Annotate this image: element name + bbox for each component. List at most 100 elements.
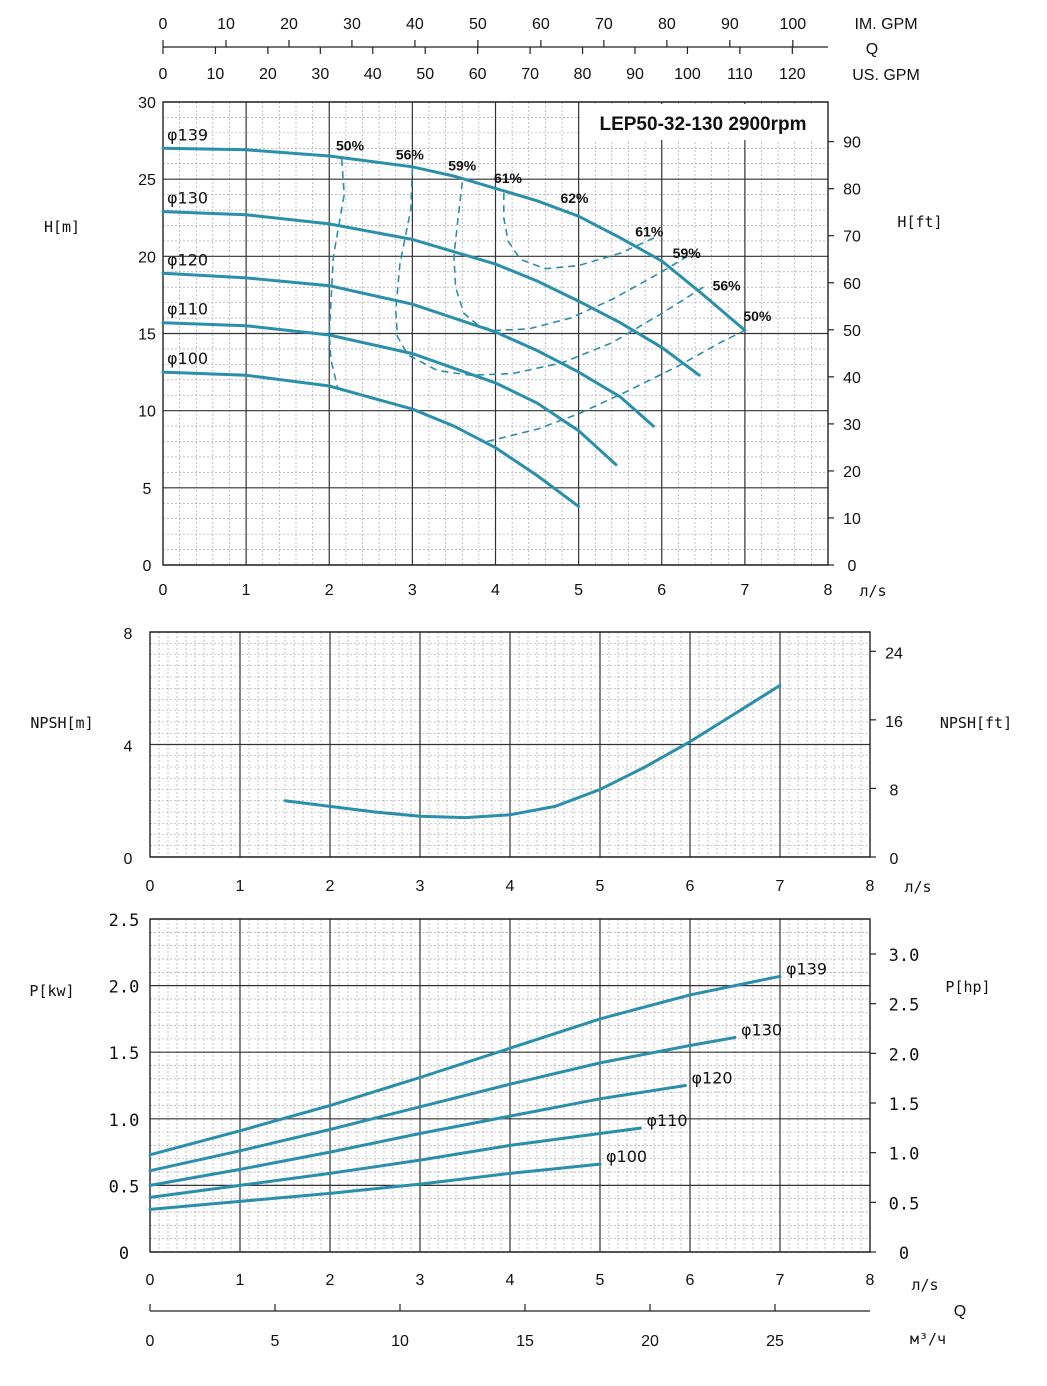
npsh-y-right-label: NPSH[ft] (940, 714, 1012, 732)
head-ft-tick: 80 (843, 182, 861, 199)
power-y-tick: 0 (119, 1244, 129, 1264)
head-ft-tick: 90 (843, 135, 861, 152)
head-ft-tick: 30 (843, 417, 861, 434)
head-y-tick: 20 (138, 249, 156, 266)
head-x-tick: 2 (325, 582, 334, 599)
power-hp-tick: 3.0 (889, 946, 920, 966)
head-x-tick: 1 (242, 582, 251, 599)
power-y-right-label: P[hp] (945, 978, 990, 996)
head-y-tick: 0 (143, 558, 152, 575)
power-x-tick: 7 (776, 1272, 785, 1289)
power-x-label: л/s (911, 1276, 938, 1294)
top-q-label: Q (866, 41, 878, 58)
head-ft-tick: 0 (848, 558, 857, 575)
efficiency-label-right: 50% (743, 308, 772, 324)
head-x-tick: 0 (159, 582, 168, 599)
npsh-frame (149, 631, 871, 858)
efficiency-curve-1 (394, 168, 704, 377)
power-curve-2 (148, 1084, 687, 1187)
npsh-x-tick: 6 (686, 878, 695, 895)
head-x-tick: 3 (408, 582, 417, 599)
efficiency-label-right: 59% (673, 245, 702, 261)
head-ft-tick: 20 (843, 464, 861, 481)
m3h-tick: 0 (146, 1333, 155, 1350)
im-gpm-tick: 50 (469, 16, 487, 33)
m3h-tick: 15 (516, 1333, 534, 1350)
power-series-label: φ130 (741, 1021, 782, 1040)
power-hp-tick: 2.5 (889, 996, 920, 1016)
im-gpm-tick: 100 (779, 16, 806, 33)
power-hp-tick: 1.5 (889, 1095, 920, 1115)
head-series-label: φ139 (167, 125, 208, 144)
head-ft-tick: 40 (843, 370, 861, 387)
power-y-tick: 0.5 (109, 1177, 140, 1197)
head-ft-tick: 50 (843, 323, 861, 340)
power-x-tick: 8 (866, 1272, 875, 1289)
chart-title: LEP50-32-130 2900rpm (599, 114, 806, 135)
npsh-x-tick: 5 (596, 878, 605, 895)
power-hp-tick: 0 (899, 1244, 909, 1264)
im-gpm-tick: 30 (343, 16, 361, 33)
npsh-grid (149, 631, 871, 858)
npsh-x-tick: 1 (236, 878, 245, 895)
head-curve-0 (161, 146, 747, 332)
im-gpm-label: IM. GPM (854, 16, 917, 33)
head-series-label: φ110 (167, 300, 208, 319)
power-hp-tick: 2.0 (889, 1045, 920, 1065)
power-y-tick: 1.0 (109, 1111, 140, 1131)
efficiency-label: 62% (560, 190, 589, 206)
npsh-x-tick: 0 (146, 878, 155, 895)
im-gpm-tick: 20 (280, 16, 298, 33)
power-grid (149, 918, 871, 1253)
power-x-tick: 6 (686, 1272, 695, 1289)
us-gpm-tick: 80 (574, 66, 592, 83)
power-curve-0 (148, 974, 782, 1157)
m3h-tick: 25 (766, 1333, 784, 1350)
bottom-q-label: Q (954, 1303, 966, 1320)
us-gpm-tick: 10 (207, 66, 225, 83)
us-gpm-tick: 120 (779, 66, 806, 83)
power-x-tick: 5 (596, 1272, 605, 1289)
npsh-curve-0 (283, 683, 782, 820)
power-series-label: φ110 (647, 1111, 688, 1130)
m3h-tick: 20 (641, 1333, 659, 1350)
im-gpm-tick: 0 (159, 16, 168, 33)
npsh-x-tick: 2 (326, 878, 335, 895)
npsh-x-tick: 3 (416, 878, 425, 895)
us-gpm-tick: 0 (159, 66, 168, 83)
us-gpm-tick: 90 (626, 66, 644, 83)
head-ft-tick: 70 (843, 229, 861, 246)
head-ft-tick: 60 (843, 276, 861, 293)
npsh-x-label: л/s (904, 878, 931, 896)
us-gpm-tick: 40 (364, 66, 382, 83)
head-series-label: φ130 (167, 189, 208, 208)
power-hp-tick: 0.5 (889, 1194, 920, 1214)
efficiency-curve-0 (328, 159, 346, 388)
head-frame (162, 101, 829, 566)
us-gpm-tick: 20 (259, 66, 277, 83)
head-ft-tick: 10 (843, 511, 861, 528)
us-gpm-tick: 30 (311, 66, 329, 83)
head-curve-1 (161, 210, 701, 377)
im-gpm-tick: 90 (721, 16, 739, 33)
head-y-tick: 15 (138, 327, 156, 344)
us-gpm-tick: 60 (469, 66, 487, 83)
power-series-label: φ120 (692, 1069, 733, 1088)
power-y-tick: 2.0 (109, 978, 140, 998)
m3h-tick: 5 (271, 1333, 280, 1350)
im-gpm-tick: 70 (595, 16, 613, 33)
head-grid (162, 101, 829, 566)
npsh-ft-tick: 8 (890, 782, 899, 799)
npsh-x-tick: 8 (866, 878, 875, 895)
npsh-ft-tick: 24 (885, 645, 903, 662)
npsh-y-label: NPSH[m] (30, 714, 93, 732)
power-curve-1 (148, 1036, 737, 1173)
efficiency-curve-lower (487, 329, 746, 443)
head-x-tick: 7 (740, 582, 749, 599)
head-y-tick: 25 (138, 172, 156, 189)
npsh-y-tick: 4 (124, 739, 133, 756)
head-x-tick: 6 (657, 582, 666, 599)
power-x-tick: 1 (236, 1272, 245, 1289)
